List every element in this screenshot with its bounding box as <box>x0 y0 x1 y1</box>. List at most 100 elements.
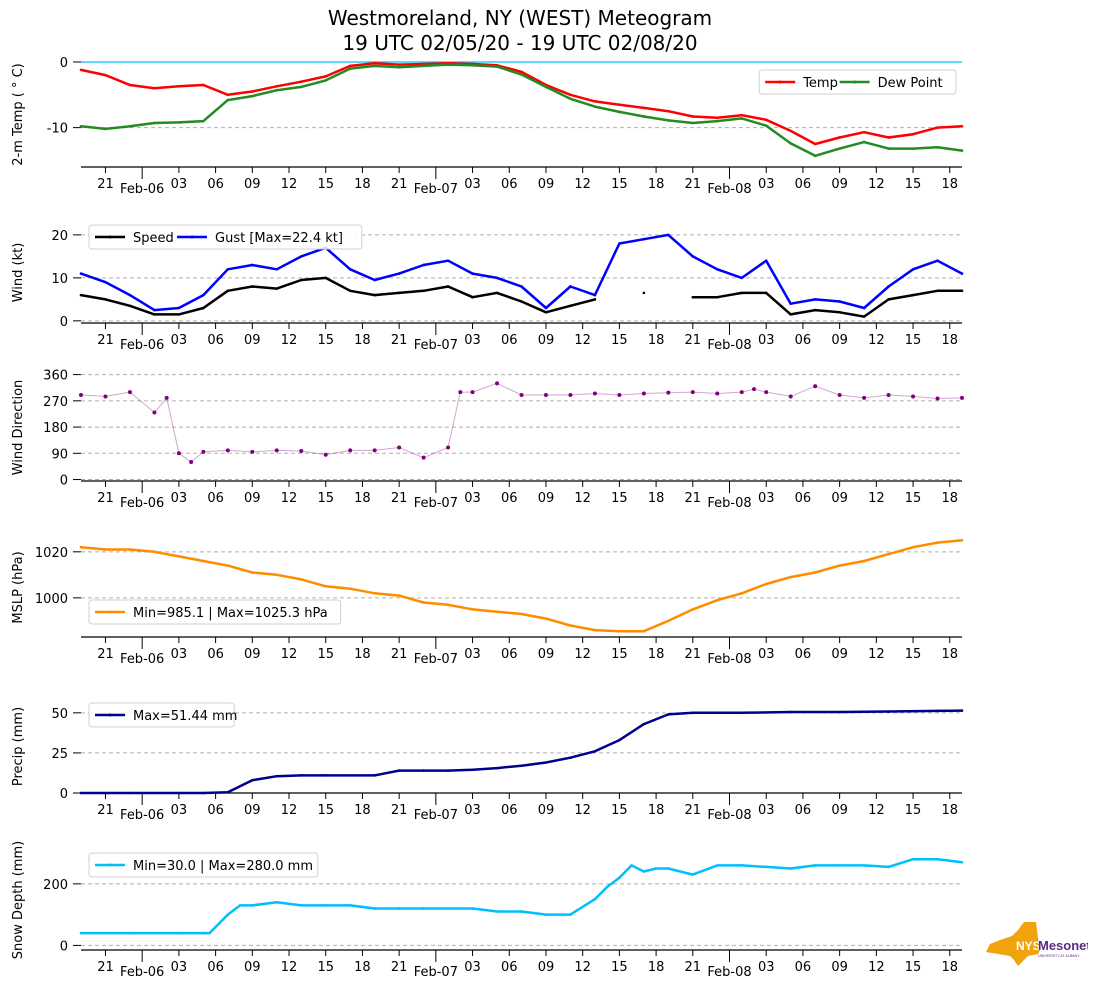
data-point <box>177 306 181 310</box>
logo-brand-text: Mesonet <box>1038 938 1088 953</box>
logo-nys-text: NYS <box>1016 939 1041 953</box>
x-tick-label: 21 <box>685 647 702 662</box>
data-point <box>299 255 303 258</box>
data-point <box>397 291 401 295</box>
data-point <box>471 768 474 772</box>
data-point <box>520 285 523 288</box>
data-point <box>764 124 768 127</box>
data-point <box>348 289 352 293</box>
x-tick-label: 03 <box>464 177 481 192</box>
data-point <box>397 65 401 69</box>
data-point <box>789 142 792 145</box>
data-point <box>618 242 621 245</box>
data-point <box>152 410 157 415</box>
data-point <box>202 559 205 563</box>
x-tick-label: 21 <box>391 803 408 818</box>
data-point <box>251 285 254 288</box>
data-point <box>275 84 279 88</box>
x-tick-label: 15 <box>611 647 628 662</box>
panel-mslp: 1000 1020 21 03 06 09 12 15 18 21 03 06 09 12 15 18 21 03… <box>11 539 964 667</box>
data-point <box>226 289 230 293</box>
data-point <box>862 306 866 310</box>
y-tick-label: 180 <box>43 421 68 436</box>
data-point <box>324 774 328 777</box>
data-point <box>79 392 83 397</box>
x-day-label: Feb-06 <box>120 965 164 980</box>
data-point <box>543 392 548 397</box>
data-point <box>373 591 376 595</box>
data-point <box>960 125 964 128</box>
y-tick-label: 0 <box>60 474 68 489</box>
data-point <box>605 885 609 889</box>
data-point <box>911 394 916 399</box>
data-point <box>323 452 328 457</box>
y-tick-label: 25 <box>51 747 68 762</box>
x-tick-label: 18 <box>941 803 958 818</box>
x-tick-label: 06 <box>795 647 812 662</box>
x-tick-label: 12 <box>574 647 591 662</box>
data-point <box>838 564 841 567</box>
x-tick-label: 15 <box>905 803 922 818</box>
x-tick-label: 18 <box>648 647 665 662</box>
x-tick-label: 18 <box>354 803 371 818</box>
data-point <box>471 907 474 910</box>
x-tick-label: 06 <box>501 177 518 192</box>
data-point <box>397 445 402 450</box>
data-point <box>226 564 230 567</box>
x-tick-label: 12 <box>281 177 298 192</box>
data-point <box>421 455 426 460</box>
x-tick-label: 18 <box>354 960 371 975</box>
data-point <box>202 119 205 123</box>
data-point <box>751 387 756 392</box>
legend-item: Min=30.0 | Max=280.0 mm <box>95 859 313 874</box>
data-point <box>862 395 867 400</box>
data-point <box>667 619 670 623</box>
data-point <box>250 449 255 454</box>
y-tick-label: 1000 <box>35 592 68 607</box>
data-point <box>299 774 303 777</box>
data-point <box>324 904 328 907</box>
x-tick-label: 06 <box>795 803 812 818</box>
data-point <box>813 864 817 867</box>
x-tick-label: 03 <box>464 960 481 975</box>
data-point <box>569 756 572 760</box>
data-point <box>422 769 425 772</box>
data-point <box>569 93 572 97</box>
data-point <box>446 907 450 910</box>
legend-label: Speed <box>133 231 174 246</box>
data-point <box>642 722 646 726</box>
data-point <box>813 384 818 389</box>
data-point <box>960 272 964 275</box>
series-temp <box>79 62 964 146</box>
data-point <box>886 392 891 397</box>
y-axis-label: Wind (kt) <box>11 243 26 303</box>
x-tick-label: 15 <box>905 177 922 192</box>
data-point <box>544 306 548 310</box>
x-tick-label: 12 <box>281 333 298 348</box>
data-point <box>373 774 376 777</box>
data-point <box>153 308 156 312</box>
x-tick-label: 03 <box>758 333 775 348</box>
data-point <box>251 263 254 267</box>
data-point <box>299 578 303 581</box>
x-tick-label: 21 <box>685 491 702 506</box>
x-tick-label: 09 <box>538 960 555 975</box>
x-tick-label: 06 <box>501 491 518 506</box>
x-tick-label: 12 <box>574 177 591 192</box>
panel-precip: 0 25 50 21 03 06 09 12 15 18 21 03 06 09 12 15 18 21 03 06 0… <box>11 702 964 823</box>
y-tick-label: 1020 <box>35 546 68 561</box>
data-point <box>128 125 132 128</box>
x-tick-label: 21 <box>391 647 408 662</box>
data-point <box>128 293 132 297</box>
data-point <box>153 550 156 554</box>
legend-box <box>88 224 363 250</box>
data-point <box>887 285 890 288</box>
x-tick-label: 06 <box>501 333 518 348</box>
data-point <box>299 448 304 453</box>
data-point <box>690 390 695 395</box>
x-tick-label: 15 <box>317 647 334 662</box>
data-point <box>520 70 523 74</box>
x-tick-label: 21 <box>97 803 114 818</box>
legend-marker <box>853 80 857 84</box>
x-tick-label: 15 <box>905 491 922 506</box>
